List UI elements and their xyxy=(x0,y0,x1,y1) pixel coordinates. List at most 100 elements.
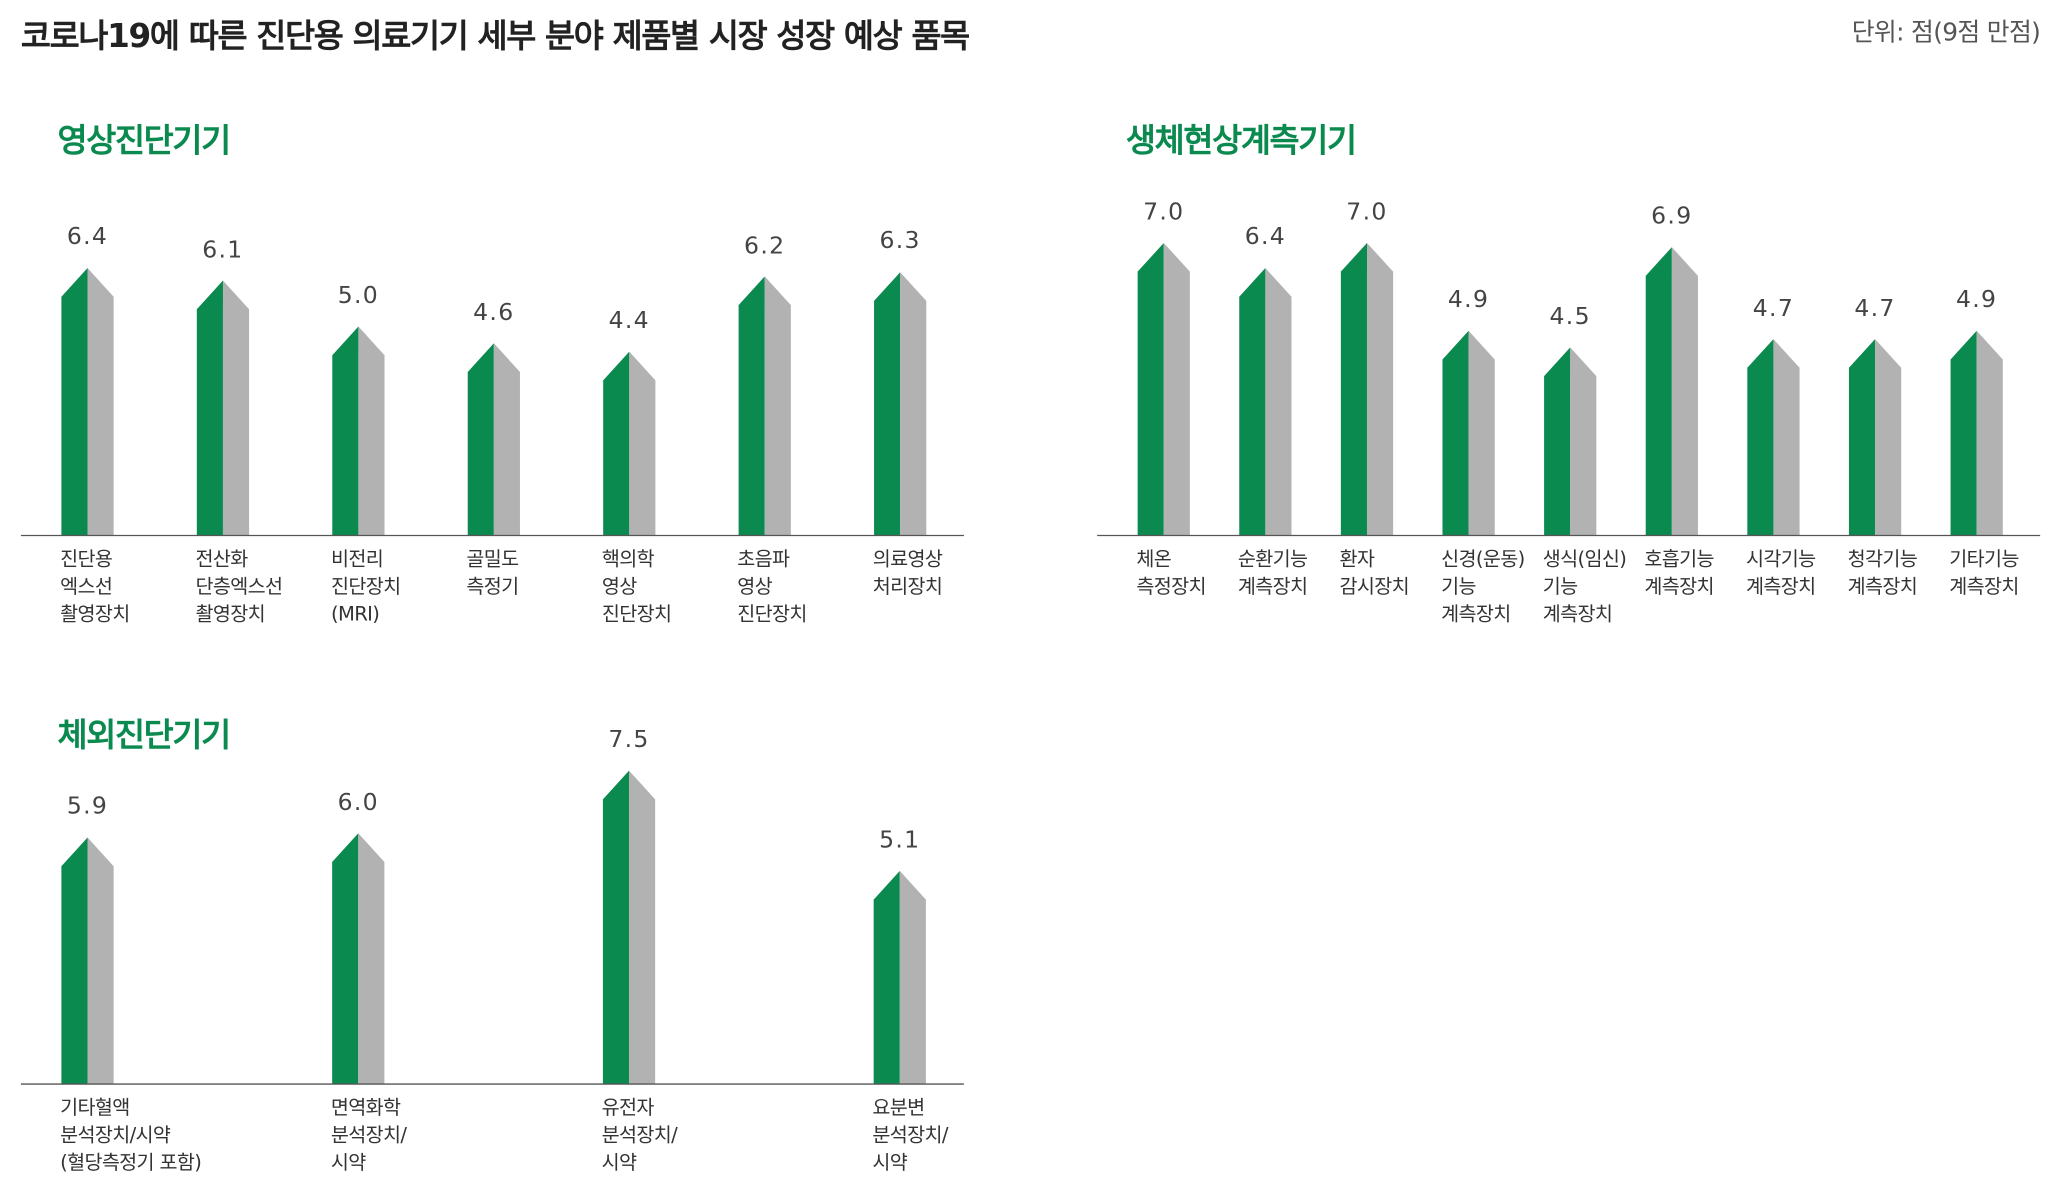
chart-title: 체외진단기기 xyxy=(57,715,231,754)
category-label: 시각기능 계측장치 xyxy=(1746,547,1816,599)
category-label: 체온 측정장치 xyxy=(1136,547,1206,599)
bar xyxy=(874,272,927,536)
bar xyxy=(873,870,926,1085)
value-label: 6.4 xyxy=(66,223,109,252)
bar-front xyxy=(602,770,630,1085)
bar-front xyxy=(61,837,88,1085)
bar-front xyxy=(1239,268,1266,536)
bar xyxy=(467,343,520,536)
bar xyxy=(1137,242,1190,536)
category-label: 순환기능 계측장치 xyxy=(1237,547,1308,599)
bar-front xyxy=(874,272,901,536)
value-label: 4.7 xyxy=(1854,294,1896,323)
bar-side xyxy=(764,276,791,536)
category-label: 청각기능 계측장치 xyxy=(1847,547,1918,599)
bar-side xyxy=(1163,242,1190,536)
bar-front xyxy=(196,280,223,536)
bar-front xyxy=(1137,242,1164,536)
bar xyxy=(602,770,656,1085)
bar-front xyxy=(61,268,88,536)
bar-side xyxy=(1570,347,1597,536)
value-label: 4.9 xyxy=(1447,286,1490,314)
value-label: 7.0 xyxy=(1346,198,1388,226)
value-label: 6.2 xyxy=(744,231,786,260)
category-label: 초음파 영상 진단장치 xyxy=(737,547,807,626)
bar xyxy=(61,837,114,1085)
bar xyxy=(1747,339,1800,536)
category-label: 전산화 단층엑스선 촬영장치 xyxy=(195,547,284,626)
bar xyxy=(1340,242,1394,536)
value-label: 5.0 xyxy=(337,282,380,310)
bar xyxy=(1950,330,2003,536)
bar-side xyxy=(1366,242,1394,536)
bar xyxy=(738,276,791,536)
bar-front xyxy=(873,870,900,1085)
bar-side xyxy=(1976,330,2003,536)
category-label: 진단용 엑스선 촬영장치 xyxy=(60,547,130,626)
bar xyxy=(332,326,385,536)
category-label: 신경(운동) 기능 계측장치 xyxy=(1441,547,1525,626)
value-label: 6.0 xyxy=(337,788,379,817)
bar-front xyxy=(1747,339,1774,536)
chart-title: 생체현상계측기기 xyxy=(1125,121,1357,160)
bar xyxy=(603,351,656,536)
bar xyxy=(1848,339,1902,536)
category-label: 기타기능 계측장치 xyxy=(1949,547,2019,599)
bar-front xyxy=(1645,247,1672,536)
category-label: 유전자 분석장치/ 시약 xyxy=(601,1095,678,1175)
bar xyxy=(196,280,250,536)
bar xyxy=(332,833,385,1085)
page-title: 코로나19에 따른 진단용 의료기기 세부 분야 제품별 시장 성장 예상 품목 xyxy=(20,16,970,55)
bar-front xyxy=(1544,347,1571,536)
bar-side xyxy=(1265,268,1292,536)
value-label: 6.4 xyxy=(1244,223,1287,252)
category-label: 요분변 분석장치/ 시약 xyxy=(872,1095,948,1175)
category-label: 의료영상 처리장치 xyxy=(872,547,943,599)
value-label: 4.6 xyxy=(473,298,515,327)
bar-side xyxy=(1468,330,1495,536)
category-label: 핵의학 영상 진단장치 xyxy=(601,547,672,626)
bar-side xyxy=(493,343,520,536)
bar xyxy=(1442,330,1495,536)
bar xyxy=(1645,247,1698,536)
bar-front xyxy=(467,343,494,536)
bar-side xyxy=(222,280,250,536)
bar xyxy=(61,268,114,536)
unit-note: 단위: 점(9점 만점) xyxy=(1851,18,2041,48)
category-label: 비전리 진단장치 (MRI) xyxy=(330,547,401,626)
bar-front xyxy=(332,833,359,1085)
bar-side xyxy=(358,833,385,1085)
bar-front xyxy=(1442,330,1469,536)
value-label: 4.4 xyxy=(608,307,650,335)
bar-side xyxy=(87,837,114,1085)
category-label: 기타혈액 분석장치/시약 (혈당측정기 포함) xyxy=(60,1095,202,1175)
bar-front xyxy=(603,351,630,536)
chart-title: 영상진단기기 xyxy=(57,121,231,160)
bar-side xyxy=(899,870,926,1085)
bar-side xyxy=(900,272,927,536)
value-label: 6.9 xyxy=(1651,202,1693,231)
category-label: 환자 감시장치 xyxy=(1339,547,1410,599)
value-label: 5.9 xyxy=(66,793,109,821)
bar-side xyxy=(1875,339,1902,536)
value-label: 4.9 xyxy=(1955,286,1998,314)
bar-side xyxy=(87,268,114,536)
bar-front xyxy=(1340,242,1367,536)
value-label: 6.3 xyxy=(879,227,921,256)
bar-front xyxy=(738,276,765,536)
category-label: 호흡기능 계측장치 xyxy=(1644,547,1714,599)
value-label: 5.1 xyxy=(879,826,921,854)
value-label: 4.7 xyxy=(1752,294,1795,323)
value-label: 6.1 xyxy=(202,236,244,264)
value-label: 4.5 xyxy=(1549,303,1591,331)
category-label: 골밀도 측정기 xyxy=(466,547,519,599)
category-label: 생식(임신) 기능 계측장치 xyxy=(1542,547,1627,626)
category-label: 면역화학 분석장치/ 시약 xyxy=(330,1095,407,1175)
bar-front xyxy=(1848,339,1876,536)
bar-front xyxy=(332,326,359,536)
bar-side xyxy=(1773,339,1800,536)
bar-side xyxy=(629,351,656,536)
